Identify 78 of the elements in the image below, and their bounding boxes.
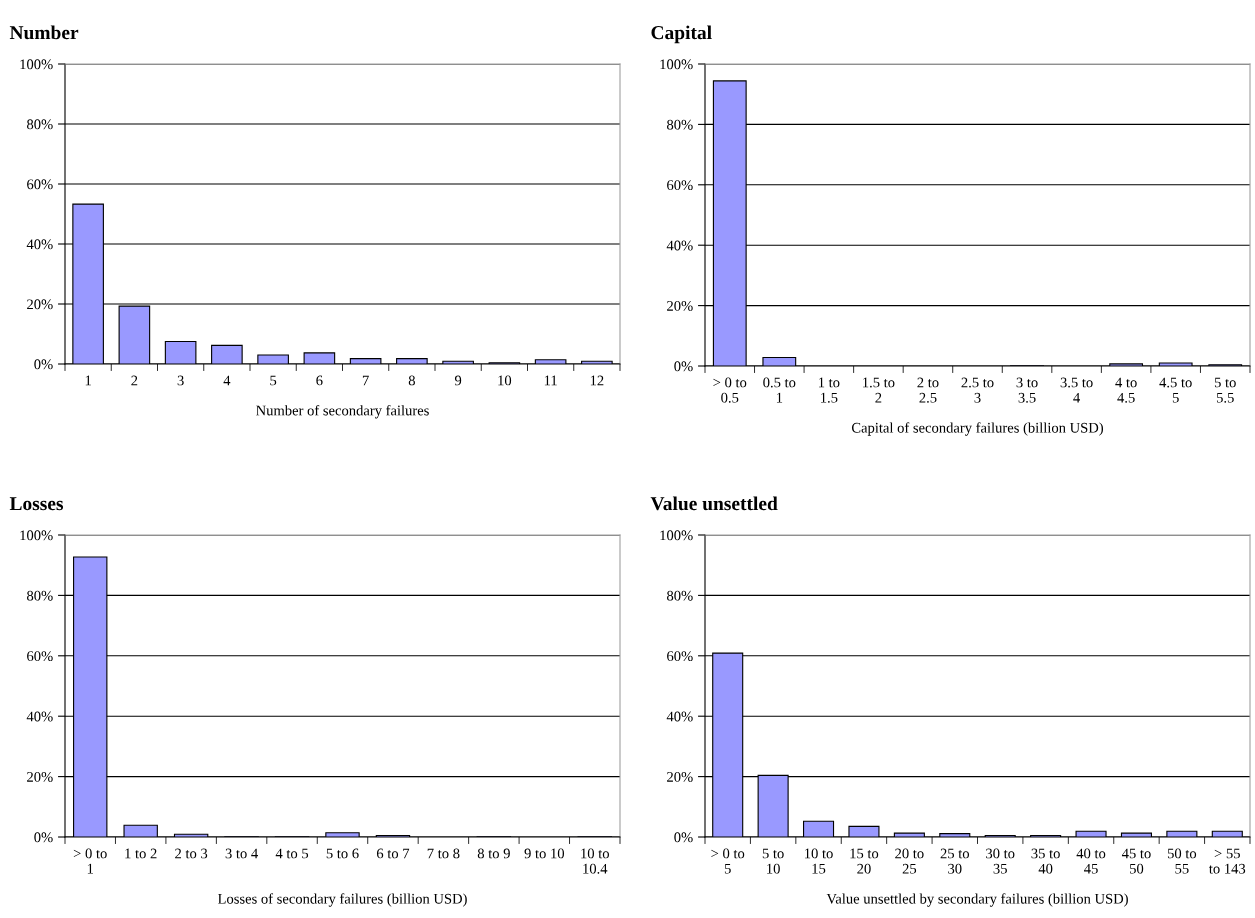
- x-tick-label: 7: [362, 375, 369, 386]
- x-tick-label: 3 to 3.5: [1016, 377, 1038, 403]
- y-tick-label: 60%: [667, 651, 693, 662]
- y-tick-label: 40%: [26, 239, 53, 250]
- x-tick-label: 50 to 55: [1167, 848, 1197, 874]
- y-tick-label: 60%: [27, 651, 53, 662]
- x-tick-label: 5 to 10: [762, 848, 784, 874]
- x-tick-label: 30 to 35: [986, 848, 1015, 874]
- x-axis-title: Losses of secondary failures (billion USD): [217, 893, 467, 907]
- y-tick-label: 40%: [666, 711, 693, 722]
- y-tick-label: 100%: [660, 530, 693, 541]
- y-tick-label: 80%: [27, 119, 53, 130]
- x-tick-label: 35 to 40: [1031, 848, 1060, 874]
- y-tick-label: 60%: [27, 179, 53, 190]
- y-tick-label: 20%: [667, 771, 693, 782]
- x-tick-label: 2 to 2.5: [917, 377, 939, 403]
- x-tick-label: 7 to 8: [427, 848, 460, 859]
- x-axis-title: Capital of secondary failures (billion USD): [851, 422, 1104, 436]
- x-tick-label: 40 to 45: [1076, 848, 1106, 874]
- x-tick-label: 1: [85, 375, 91, 386]
- x-tick-label: > 0 to 1: [73, 848, 107, 874]
- x-tick-label: 8: [408, 375, 415, 386]
- y-tick-label: 100%: [20, 530, 53, 541]
- y-tick-label: 40%: [666, 240, 693, 251]
- x-tick-label: 9 to 10: [524, 848, 565, 859]
- x-tick-label: 4: [223, 375, 231, 386]
- x-tick-label: 10: [498, 375, 512, 386]
- x-tick-label: 5: [270, 375, 277, 386]
- x-tick-label: 0.5 to 1: [763, 377, 796, 403]
- chart-title: Number: [9, 25, 79, 40]
- y-tick-label: 0%: [34, 359, 53, 370]
- x-tick-label: 12: [590, 375, 604, 386]
- y-tick-label: 40%: [26, 711, 53, 722]
- x-tick-label: 4.5 to 5: [1159, 377, 1192, 403]
- x-tick-label: 25 to 30: [940, 848, 970, 874]
- x-tick-label: 6: [316, 375, 323, 386]
- y-tick-label: 20%: [27, 771, 53, 782]
- chart-title: Capital: [651, 25, 712, 44]
- x-tick-label: 10 to 10.4: [581, 848, 609, 874]
- x-tick-label: 1 to 2: [125, 848, 157, 859]
- y-tick-label: 60%: [667, 180, 693, 191]
- y-tick-label: 80%: [27, 590, 53, 601]
- x-axis-title: Number of secondary failures: [256, 405, 429, 419]
- x-tick-label: 3.5 to 4: [1060, 377, 1093, 403]
- x-tick-label: 10 to 15: [805, 848, 833, 874]
- x-tick-label: 5 to 6: [326, 848, 359, 859]
- chart-title: Losses: [9, 497, 64, 511]
- x-tick-label: 2.5 to 3: [961, 377, 994, 403]
- x-tick-label: 2: [131, 375, 138, 386]
- x-tick-label: 4 to 5: [275, 848, 309, 859]
- x-tick-label: > 0 to 0.5: [713, 377, 747, 403]
- chart-title: Value unsettled: [650, 496, 778, 511]
- y-tick-label: 20%: [27, 299, 53, 310]
- x-tick-label: > 55 to 143: [1209, 848, 1246, 874]
- x-tick-label: 6 to 7: [376, 848, 410, 859]
- y-tick-label: 100%: [20, 59, 53, 70]
- y-tick-label: 20%: [667, 300, 693, 311]
- x-tick-label: 5 to 5.5: [1214, 377, 1236, 403]
- x-axis-title: Value unsettled by secondary failures (billion USD): [826, 893, 1128, 907]
- x-tick-label: 20 to 25: [895, 848, 924, 874]
- x-tick-label: 9: [454, 375, 462, 386]
- y-tick-label: 80%: [667, 119, 693, 130]
- x-tick-label: 1 to 1.5: [819, 377, 840, 403]
- y-tick-label: 100%: [660, 59, 693, 70]
- y-tick-label: 0%: [674, 832, 693, 843]
- y-tick-label: 0%: [34, 832, 53, 843]
- x-tick-label: 1.5 to 2: [863, 377, 895, 403]
- x-tick-label: 3 to 4: [225, 848, 258, 859]
- x-tick-label: 45 to 50: [1121, 848, 1151, 874]
- y-tick-label: 80%: [667, 590, 693, 601]
- x-tick-label: 8 to 9: [477, 848, 510, 859]
- y-tick-label: 0%: [674, 361, 693, 372]
- x-tick-label: 4 to 4.5: [1115, 377, 1137, 403]
- x-tick-label: 2 to 3: [175, 848, 208, 859]
- x-tick-label: 3: [177, 375, 184, 386]
- x-tick-label: > 0 to 5: [711, 848, 745, 874]
- x-tick-label: 15 to 20: [850, 848, 879, 874]
- x-tick-label: 11: [544, 375, 557, 386]
